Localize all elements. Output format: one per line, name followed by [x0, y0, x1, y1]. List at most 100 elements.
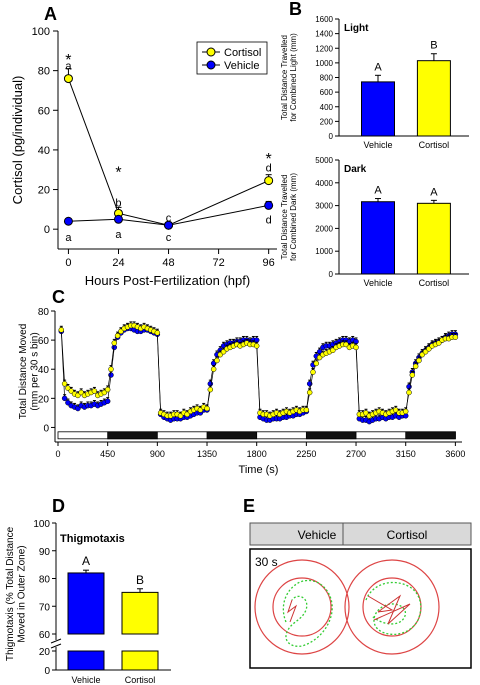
panel-a-annotation: a	[115, 229, 122, 241]
panel-c-point-cortisol	[353, 344, 359, 351]
panel-b-light-ytick-label: 1200	[315, 44, 333, 53]
panel-a-legend-label: Vehicle	[224, 60, 259, 72]
panel-d-ytick-label: 20	[39, 647, 51, 658]
panel-b-dark-ytick-label: 1000	[315, 247, 333, 256]
panel-d-ytick-label: 80	[39, 575, 51, 586]
panel-b-light-ytick-label: 400	[320, 103, 334, 112]
panel-a-point-vehicle	[164, 220, 174, 230]
panel-c-xtick-label: 2250	[296, 449, 316, 459]
panel-a-ytick-label: 40	[38, 145, 50, 157]
panel-a-annotation: d	[266, 163, 272, 175]
panel-b-light-letter: A	[374, 61, 382, 73]
panel-c-point-cortisol	[204, 405, 210, 412]
cortisol-label-box	[342, 522, 472, 546]
panel-b-light-y-title: Total Distance Travelledfor Combined Lig…	[280, 33, 298, 122]
panel-c-ytick-label: 40	[38, 365, 50, 376]
panel-b-dark-chart: 0 1000 2000 3000 4000 5000 Dark Total Distance …	[280, 156, 469, 288]
panel-a-annotation: *	[115, 165, 121, 182]
panel-b-light-ytick-label: 0	[329, 132, 334, 141]
panel-a-point-vehicle	[63, 216, 73, 226]
panel-a-point-vehicle	[113, 214, 123, 224]
cortisol-inner-ring	[362, 577, 422, 637]
panel-c-xtick-label: 900	[150, 449, 165, 459]
panel-c-xtick-label: 1800	[247, 449, 267, 459]
panel-a-x-title: Hours Post-Fertilization (hpf)	[85, 273, 250, 288]
panel-c-point-vehicle	[61, 395, 68, 402]
panel-c-ytick-label: 80	[38, 307, 50, 318]
panel-b-light-ytick-label: 200	[320, 117, 334, 126]
panel-label-a: A	[44, 4, 57, 24]
panel-c-point-cortisol	[409, 372, 416, 378]
panel-label-d: D	[52, 496, 65, 516]
panel-a-y-title: Cortisol (pg/individual)	[10, 76, 25, 205]
cortisol-swim-path	[365, 581, 422, 635]
vehicle-inner-ring	[272, 577, 332, 637]
panel-d-ytick-label: 0	[44, 666, 50, 677]
panel-a-annotation: d	[266, 214, 272, 226]
panel-c-point-cortisol	[207, 386, 214, 393]
panel-c-activity-chart: 0 20 40 60 80 0 450 900 1350 1800 2250 2700 3150 3600…	[18, 307, 465, 476]
panel-d-ytick-label: 90	[39, 547, 51, 558]
panel-b-light-bar-vehicle	[361, 81, 395, 137]
panel-c-ytick-label: 60	[38, 336, 50, 347]
panel-a-point-cortisol	[63, 74, 73, 84]
panel-b-light-letter: B	[430, 40, 437, 52]
panel-a-annotation: *	[266, 151, 272, 168]
panel-a-annotation: a	[65, 61, 72, 73]
panel-a-xtick-label: 24	[112, 257, 124, 269]
panel-c-dark-period	[305, 431, 357, 440]
panel-c-point-cortisol	[412, 363, 419, 370]
panel-c-point-cortisol	[108, 366, 114, 372]
panel-d-ytick-label: 70	[39, 602, 51, 613]
panel-a-annotation: *	[65, 52, 71, 69]
panel-c-point-cortisol	[111, 340, 118, 346]
panel-c-point-cortisol	[303, 407, 310, 413]
panel-c-point-cortisol	[91, 388, 98, 394]
panel-c-point-cortisol	[402, 408, 409, 415]
panel-c-y-title: Total Distance Moved(mm per 30 s bin)	[18, 324, 41, 420]
panel-a-annotation: c	[166, 212, 172, 224]
panel-b-light-xtick-label: Cortisol	[419, 140, 450, 150]
panel-d-xtick-label: Cortisol	[125, 675, 156, 685]
panel-a-xtick-label: 96	[263, 257, 275, 269]
panel-c-point-cortisol	[61, 381, 68, 387]
panel-a-ytick-label: 60	[38, 105, 50, 117]
panel-a-ytick-label: 20	[38, 185, 50, 197]
panel-b-dark-bar-cortisol	[416, 202, 451, 275]
panel-c-point-cortisol	[114, 332, 121, 339]
panel-c-x-title: Time (s)	[239, 464, 279, 476]
panel-c-point-cortisol	[416, 357, 422, 364]
panel-d-letter: B	[136, 573, 144, 587]
panel-d-bar-base-vehicle	[67, 650, 105, 671]
panel-a-xtick-label: 48	[162, 257, 174, 269]
panel-b-dark-letter: A	[374, 185, 382, 197]
panel-d-y-title: Thigmotaxis (% Total DistanceMoved in Ou…	[5, 526, 28, 661]
panel-b-light-ytick-label: 1000	[315, 59, 333, 68]
panel-c-point-cortisol	[313, 360, 320, 367]
time-label: 30 s	[255, 555, 278, 569]
panel-a-cortisol-chart: 0 20 40 60 80 100 0 24 48 72 96 Hours Post-Fertiliz…	[10, 26, 277, 288]
panel-d-ytick-label: 100	[33, 519, 50, 530]
panel-c-point-cortisol	[406, 389, 412, 396]
panel-a-legend-marker	[206, 60, 216, 70]
panel-a-xtick-label: 0	[65, 257, 71, 269]
panel-b-dark-ytick-label: 3000	[315, 202, 333, 211]
panel-c-xtick-label: 0	[55, 449, 60, 459]
panel-c-point-cortisol	[253, 343, 260, 349]
panel-d-xtick-label: Vehicle	[71, 675, 100, 685]
panel-d-bar-base-cortisol	[121, 650, 159, 671]
panel-b-light-ytick-label: 1600	[315, 15, 333, 24]
panel-c-point-cortisol	[306, 389, 313, 396]
panel-a-point-vehicle	[264, 200, 274, 210]
panel-b-light-chart: 0 200 400 600 800 1000 1200 1400 1600 Light Total …	[280, 15, 469, 150]
panel-e-tracking: Vehicle Cortisol 30 s	[249, 522, 472, 669]
panel-c-point-cortisol	[154, 330, 161, 336]
panel-a-annotation: a	[65, 232, 72, 244]
panel-b-dark-bar-vehicle	[361, 201, 395, 275]
panel-b-light-bar-cortisol	[416, 60, 451, 137]
panel-d-thigmotaxis-chart: 60 70 80 90 100 0 20 Thigmotaxis Thigmotaxis (% …	[5, 519, 171, 685]
cortisol-outer-ring	[344, 559, 440, 655]
panel-a-annotation: b	[115, 197, 121, 209]
panel-a-legend-marker	[206, 47, 216, 57]
vehicle-swim-path-red	[287, 599, 298, 623]
